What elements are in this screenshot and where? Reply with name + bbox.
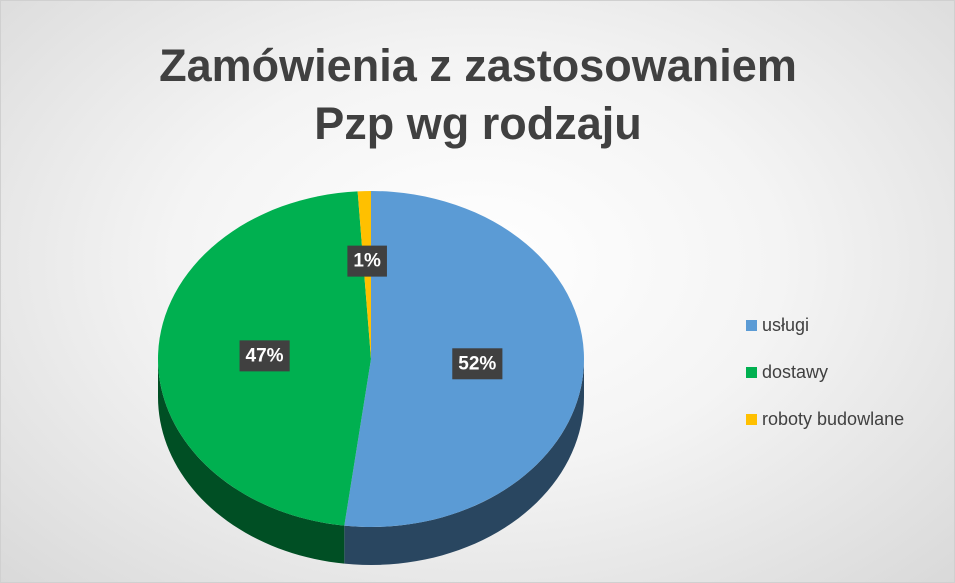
legend-label: roboty budowlane (762, 409, 904, 429)
legend-swatch (746, 367, 757, 378)
chart-title: Zamówienia z zastosowaniem Pzp wg rodzaj… (159, 40, 797, 149)
legend-swatch (746, 320, 757, 331)
legend-swatch (746, 414, 757, 425)
data-label-box (347, 245, 387, 277)
data-label-group: 52% (452, 348, 503, 380)
data-label: 1% (353, 251, 381, 272)
data-label-group: 47% (239, 340, 290, 372)
data-label: 52% (458, 353, 496, 374)
data-label-box (452, 348, 503, 380)
legend-label: dostawy (762, 362, 828, 382)
legend-label: usługi (762, 315, 809, 335)
slice-side (344, 359, 584, 565)
data-label: 47% (246, 345, 284, 366)
data-label-box (239, 340, 290, 372)
data-label-group: 1% (347, 245, 387, 277)
slice-side (158, 359, 345, 564)
